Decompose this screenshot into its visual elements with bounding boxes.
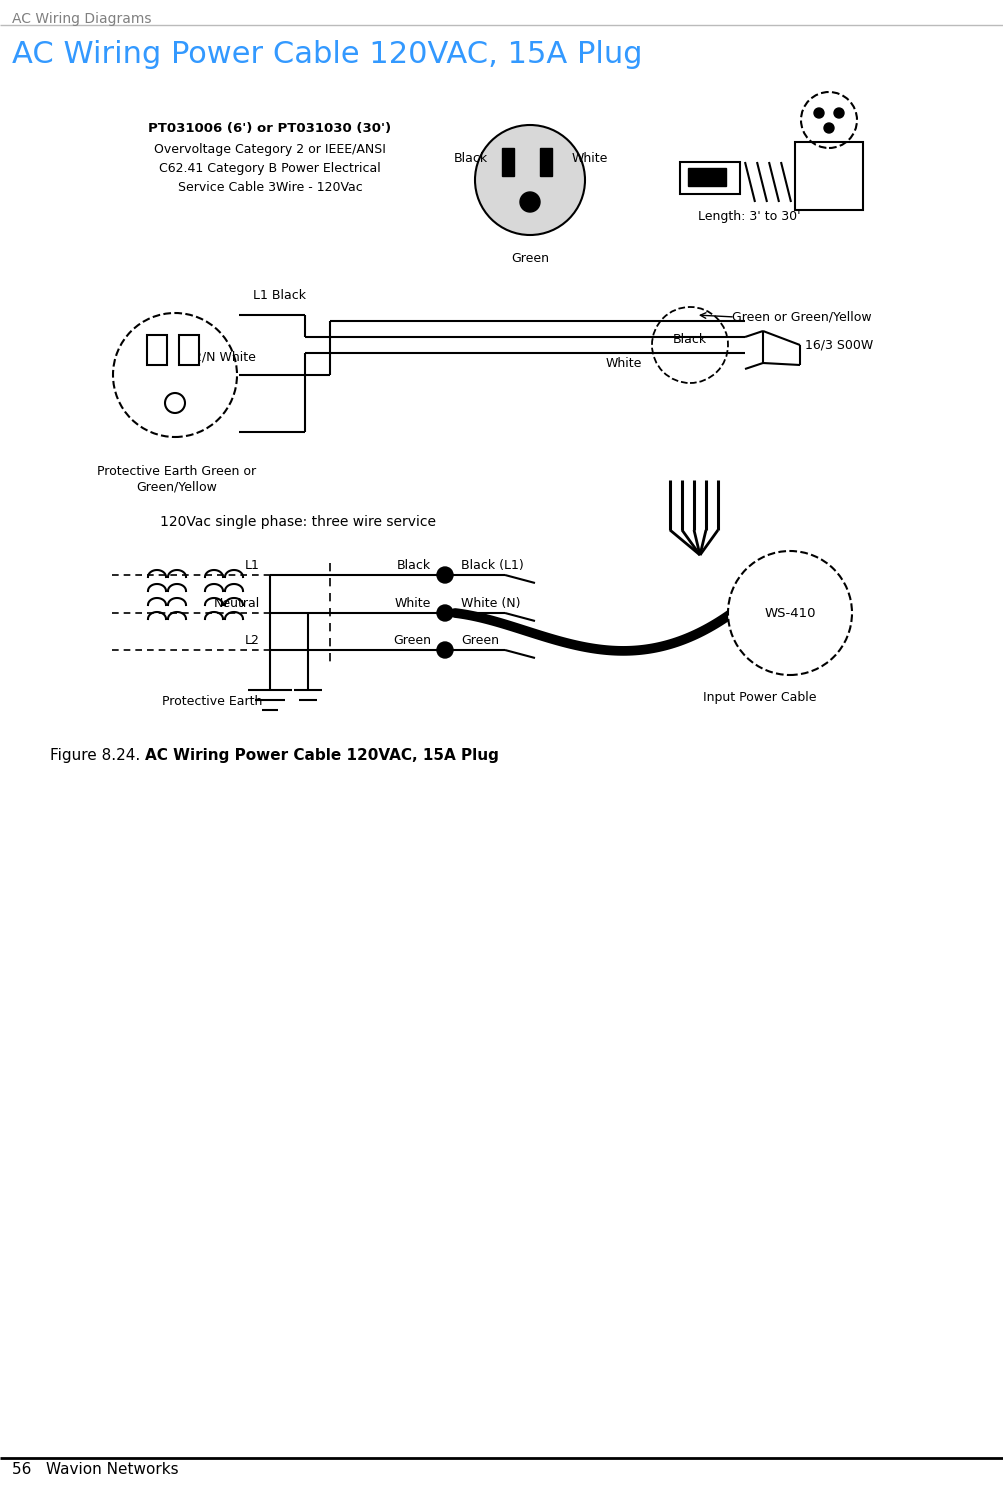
Text: Overvoltage Category 2 or IEEE/ANSI: Overvoltage Category 2 or IEEE/ANSI: [153, 143, 385, 156]
Text: Protective Earth Green or
Green/Yellow: Protective Earth Green or Green/Yellow: [97, 465, 257, 493]
Text: Neutral: Neutral: [214, 597, 260, 609]
Text: Green: Green: [511, 252, 549, 265]
Circle shape: [813, 107, 823, 118]
Text: 16/3 S00W: 16/3 S00W: [804, 338, 873, 352]
Text: L1 Black: L1 Black: [253, 289, 306, 302]
Circle shape: [436, 568, 452, 583]
Circle shape: [727, 551, 852, 675]
Circle shape: [520, 192, 540, 212]
Text: White (N): White (N): [460, 597, 520, 609]
Text: WS-410: WS-410: [763, 606, 814, 620]
FancyBboxPatch shape: [794, 142, 863, 210]
Text: C62.41 Category B Power Electrical: C62.41 Category B Power Electrical: [158, 162, 380, 174]
Text: AC Wiring Power Cable 120VAC, 15A Plug: AC Wiring Power Cable 120VAC, 15A Plug: [144, 748, 498, 763]
Text: Figure 8.24.: Figure 8.24.: [50, 748, 140, 763]
Text: 120Vac single phase: three wire service: 120Vac single phase: three wire service: [159, 516, 435, 529]
Text: Black (L1): Black (L1): [460, 559, 524, 572]
Circle shape: [833, 107, 844, 118]
FancyBboxPatch shape: [540, 148, 552, 176]
Text: Green or Green/Yellow: Green or Green/Yellow: [731, 310, 871, 323]
Text: Green: Green: [460, 635, 498, 647]
Circle shape: [823, 124, 833, 133]
Text: Input Power Cable: Input Power Cable: [702, 691, 815, 703]
Circle shape: [474, 125, 585, 235]
Circle shape: [436, 605, 452, 621]
Text: PT031006 (6') or PT031030 (30'): PT031006 (6') or PT031030 (30'): [148, 122, 391, 136]
Text: Protective Earth: Protective Earth: [161, 694, 262, 708]
Text: AC Wiring Power Cable 120VAC, 15A Plug: AC Wiring Power Cable 120VAC, 15A Plug: [12, 40, 642, 69]
FancyBboxPatch shape: [146, 335, 166, 365]
Text: Black: Black: [672, 332, 706, 346]
Text: Green: Green: [392, 635, 430, 647]
Text: L2: L2: [245, 635, 260, 647]
FancyBboxPatch shape: [687, 168, 725, 186]
Circle shape: [436, 642, 452, 659]
Text: Service Cable 3Wire - 120Vac: Service Cable 3Wire - 120Vac: [178, 180, 362, 194]
Text: AC Wiring Diagrams: AC Wiring Diagrams: [12, 12, 151, 25]
FancyBboxPatch shape: [502, 148, 514, 176]
FancyBboxPatch shape: [179, 335, 199, 365]
Text: Black: Black: [396, 559, 430, 572]
Text: 56   Wavion Networks: 56 Wavion Networks: [12, 1462, 179, 1477]
Text: L1: L1: [245, 559, 260, 572]
Text: White: White: [572, 152, 608, 164]
Text: Black: Black: [453, 152, 487, 164]
Text: Length: 3' to 30': Length: 3' to 30': [697, 210, 799, 224]
Text: White: White: [605, 356, 641, 370]
Text: L2/N White: L2/N White: [187, 350, 256, 364]
FancyBboxPatch shape: [679, 162, 739, 194]
Text: White: White: [394, 597, 430, 609]
